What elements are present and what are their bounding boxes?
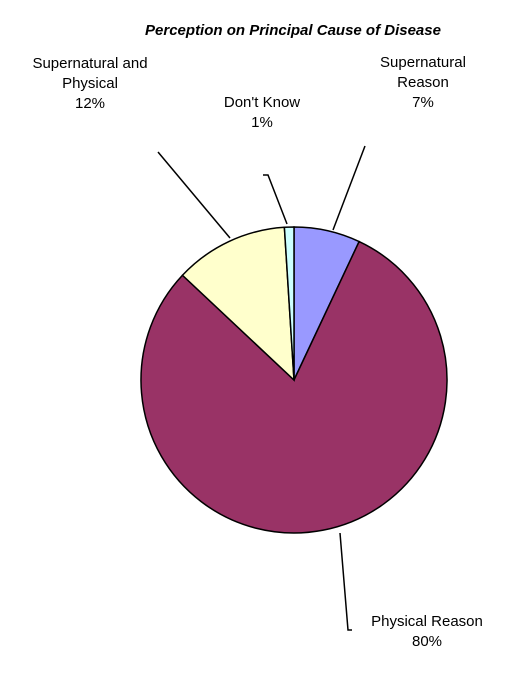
slice-label: Supernatural Reason 7% xyxy=(380,54,466,111)
slice-percent: 80% xyxy=(412,633,442,650)
leader-line xyxy=(263,174,288,225)
slice-percent: 7% xyxy=(412,94,434,111)
leader-line xyxy=(157,151,231,239)
slice-name: Reason xyxy=(397,74,449,91)
leader-line xyxy=(332,145,366,231)
chart-title: Perception on Principal Cause of Disease xyxy=(145,22,441,39)
slice-name: Don't Know xyxy=(224,94,300,111)
slice-percent: 12% xyxy=(75,95,105,112)
pie-slice-supernatural-and-physical xyxy=(181,226,295,382)
slice-label: Physical Reason 80% xyxy=(371,613,483,650)
slice-label: Don't Know 1% xyxy=(224,94,300,131)
labels-layer: Supernatural Reason 7% Physical Reason 80% Su… xyxy=(32,54,482,650)
pie-slice-physical-reason xyxy=(140,240,448,534)
slice-name: Physical xyxy=(62,75,118,92)
slice-percent: 1% xyxy=(251,114,273,131)
pie-slice-don-t-know xyxy=(283,226,295,381)
leader-lines-layer xyxy=(157,145,366,631)
slices-layer xyxy=(140,226,448,534)
slice-name: Supernatural and xyxy=(32,55,147,72)
leader-line xyxy=(339,532,352,631)
slice-name: Supernatural xyxy=(380,54,466,71)
slice-name: Physical Reason xyxy=(371,613,483,630)
slice-label: Supernatural and Physical 12% xyxy=(32,55,147,112)
